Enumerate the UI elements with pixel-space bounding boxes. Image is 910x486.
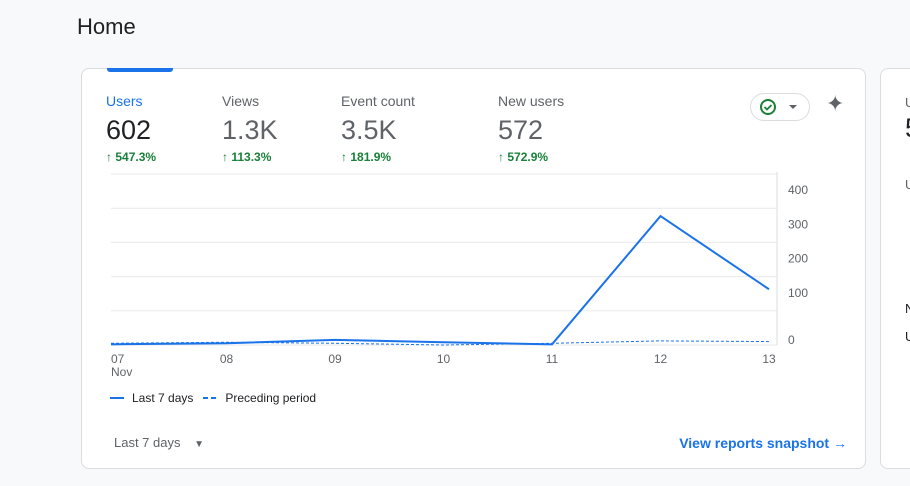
card2-text: N [905,301,910,316]
metric-change: ↑ 113.3% [222,150,272,164]
insights-sparkle-icon[interactable]: ✦ [826,91,845,116]
card2-value: 5 [905,113,910,144]
comparison-dropdown[interactable] [750,93,810,121]
secondary-card: U 5 U N U [880,68,910,469]
metric-value: 602 [106,115,152,145]
metric-tab-views[interactable]: Views 1.3K ↑ 113.3% [222,93,278,164]
metric-label: Views [222,93,260,109]
x-tick-label: 07 [111,352,125,366]
chart-legend: Last 7 days Preceding period [110,391,316,405]
date-range-dropdown[interactable]: Last 7 days ▼ [114,435,204,450]
metric-value: 1.3K [222,115,278,145]
x-tick-label: 11 [546,352,559,366]
check-circle-icon [760,99,797,115]
series-line-preceding-period [110,340,770,346]
series-line-last-7-days [110,214,770,346]
y-tick-label: 300 [788,217,808,231]
y-tick-label: 400 [788,183,808,197]
active-tab-indicator [107,68,173,72]
arrow-right-icon: → [833,435,847,451]
card2-text: U [905,95,910,110]
dashed-line-swatch [203,397,217,399]
line-chart: 500400300200100007080910111213Nov [110,172,808,379]
change-value: 572.9% [507,150,549,164]
change-value: 547.3% [115,150,157,164]
legend-current: Last 7 days [132,391,194,405]
metric-label: Event count [341,93,415,109]
y-tick-label: 200 [788,252,808,266]
overview-card: Users 602 ↑ 547.3% Views 1.3K ↑ 113.3% E… [81,68,866,469]
metric-tab-users[interactable]: Users 602 ↑ 547.3% [106,93,156,164]
legend-previous: Preceding period [225,391,317,405]
metric-change: ↑ 547.3% [106,150,157,164]
date-range-label: Last 7 days [114,435,181,450]
link-label: View reports snapshot [679,435,830,451]
metric-change: ↑ 181.9% [341,150,392,164]
change-value: 181.9% [350,150,392,164]
card2-text: U [905,329,910,344]
x-tick-label: 10 [437,352,451,366]
x-tick-label: 13 [762,352,776,366]
metric-label: New users [498,93,565,109]
metric-tab-new-users[interactable]: New users 572 ↑ 572.9% [498,93,564,164]
metric-value: 3.5K [341,115,397,145]
metric-value: 572 [498,115,544,145]
metric-change: ↑ 572.9% [498,150,549,164]
caret-down-icon: ▼ [194,439,205,450]
y-tick-label: 0 [788,333,795,347]
metric-label: Users [106,93,143,109]
x-sublabel: Nov [111,365,132,379]
x-tick-label: 12 [654,352,668,366]
x-tick-label: 09 [328,352,342,366]
metric-tab-event-count[interactable]: Event count 3.5K ↑ 181.9% [341,93,415,164]
x-tick-label: 08 [220,352,234,366]
y-tick-label: 100 [788,286,808,300]
card2-text: U [905,177,910,192]
view-reports-snapshot-link[interactable]: View reports snapshot → [679,435,847,451]
page-title: Home [77,14,136,39]
caret-down-icon [789,105,797,109]
change-value: 113.3% [231,150,272,164]
solid-line-swatch [110,397,124,399]
